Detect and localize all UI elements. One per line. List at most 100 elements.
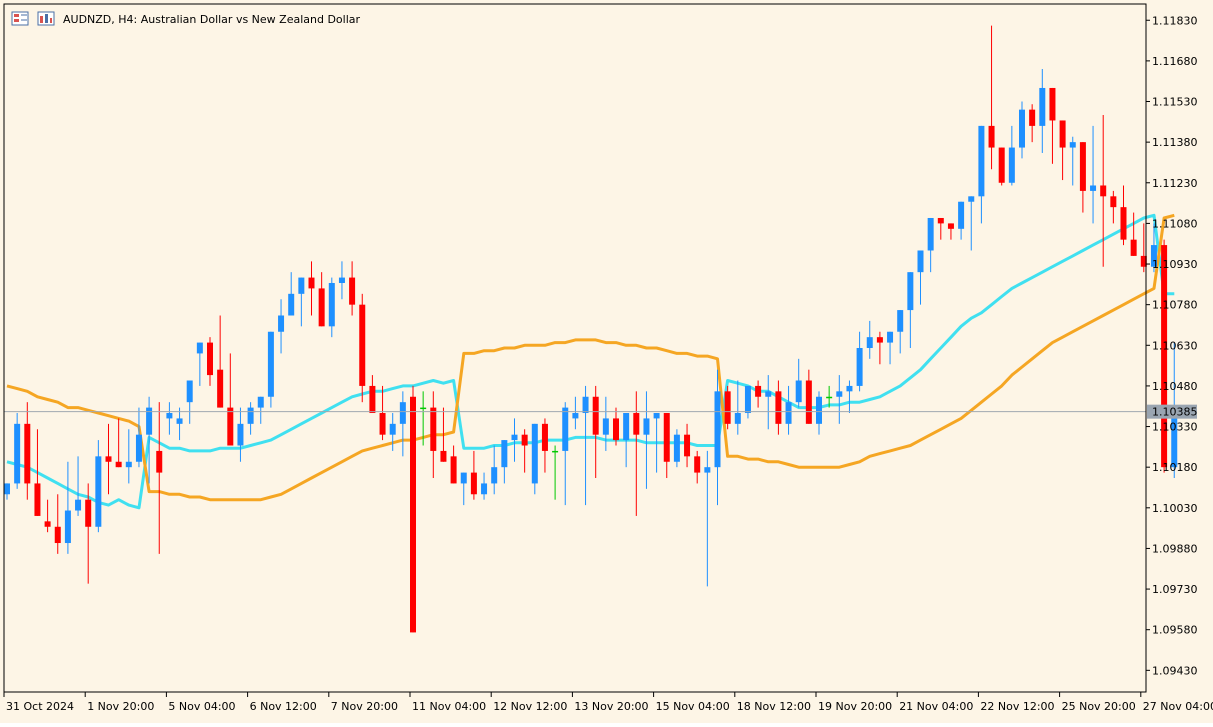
candle[interactable]	[744, 385, 751, 419]
candle[interactable]	[998, 147, 1005, 186]
candle[interactable]	[572, 396, 579, 430]
candle[interactable]	[1039, 69, 1046, 153]
candle[interactable]	[105, 423, 112, 495]
candle[interactable]	[613, 407, 619, 446]
candle[interactable]	[775, 380, 782, 435]
candle[interactable]	[186, 380, 193, 424]
candle[interactable]	[592, 385, 599, 479]
candle[interactable]	[14, 413, 21, 489]
candle[interactable]	[694, 450, 701, 484]
candle[interactable]	[115, 418, 122, 468]
candle[interactable]	[755, 380, 762, 408]
candle[interactable]	[125, 429, 132, 484]
candle[interactable]	[501, 440, 508, 484]
candle[interactable]	[1110, 190, 1117, 224]
candle[interactable]	[54, 494, 61, 554]
candle[interactable]	[247, 402, 254, 435]
candle[interactable]	[947, 223, 954, 240]
candle[interactable]	[897, 310, 904, 354]
candle[interactable]	[724, 385, 731, 430]
candle[interactable]	[1069, 136, 1076, 186]
candle[interactable]	[714, 369, 721, 506]
candle[interactable]	[917, 250, 924, 305]
candle[interactable]	[176, 407, 183, 441]
price-axis[interactable]: 1.11830 1.11680 1.11530 1.11380 1.11230 1.110…	[1146, 14, 1198, 677]
candle[interactable]	[288, 272, 295, 316]
candle[interactable]	[44, 499, 51, 533]
candle[interactable]	[978, 125, 985, 224]
candle[interactable]	[1059, 120, 1066, 181]
candle[interactable]	[846, 380, 853, 414]
candle[interactable]	[4, 483, 10, 500]
candle[interactable]	[704, 450, 711, 587]
candle[interactable]	[75, 456, 82, 516]
candle[interactable]	[298, 277, 305, 327]
chart-window-icon[interactable]	[11, 11, 29, 26]
candle[interactable]	[278, 299, 285, 354]
candle[interactable]	[1100, 115, 1107, 267]
candle[interactable]	[795, 358, 802, 408]
candle[interactable]	[257, 396, 264, 424]
candle[interactable]	[430, 391, 437, 479]
candle[interactable]	[816, 391, 822, 435]
candle[interactable]	[887, 331, 894, 365]
candle[interactable]	[734, 380, 741, 435]
time-axis[interactable]: 31 Oct 2024 1 Nov 20:00 5 Nov 04:00 6 Nov 1…	[3, 692, 1213, 713]
candle[interactable]	[1120, 185, 1127, 246]
candle[interactable]	[481, 472, 488, 500]
candle[interactable]	[420, 391, 427, 446]
candle[interactable]	[582, 385, 589, 506]
candle[interactable]	[85, 483, 92, 584]
candle[interactable]	[318, 272, 325, 327]
candle[interactable]	[1049, 87, 1056, 164]
candle[interactable]	[653, 413, 660, 473]
candle[interactable]	[836, 375, 843, 424]
candle[interactable]	[24, 402, 31, 500]
candle[interactable]	[531, 423, 538, 495]
candle[interactable]	[856, 331, 863, 392]
candle[interactable]	[511, 418, 518, 462]
candle[interactable]	[308, 261, 315, 316]
candle[interactable]	[196, 342, 203, 386]
candle[interactable]	[1140, 223, 1147, 273]
candle[interactable]	[450, 445, 457, 484]
candle[interactable]	[1161, 239, 1168, 473]
candle[interactable]	[135, 407, 142, 468]
candle[interactable]	[866, 320, 873, 359]
candle[interactable]	[207, 337, 213, 386]
candle[interactable]	[64, 461, 71, 554]
candle[interactable]	[95, 440, 102, 533]
candle[interactable]	[338, 261, 345, 300]
candle[interactable]	[379, 385, 386, 441]
candle[interactable]	[937, 217, 944, 240]
candle[interactable]	[927, 217, 934, 273]
candle[interactable]	[907, 272, 914, 348]
candle[interactable]	[643, 391, 650, 489]
candle[interactable]	[359, 293, 366, 403]
candle[interactable]	[988, 25, 995, 170]
candle[interactable]	[227, 353, 234, 446]
candle[interactable]	[410, 385, 416, 633]
candle[interactable]	[156, 402, 163, 554]
candle[interactable]	[826, 385, 833, 408]
candle[interactable]	[805, 369, 812, 424]
candle[interactable]	[958, 201, 965, 240]
candle[interactable]	[541, 418, 548, 473]
candle[interactable]	[267, 331, 274, 408]
candle[interactable]	[166, 402, 173, 435]
candle[interactable]	[369, 375, 376, 414]
candle[interactable]	[389, 413, 396, 451]
candle[interactable]	[968, 196, 975, 251]
candle[interactable]	[1019, 101, 1025, 159]
candle[interactable]	[765, 375, 772, 430]
candle[interactable]	[1130, 212, 1137, 256]
candle[interactable]	[328, 277, 335, 338]
candle[interactable]	[521, 429, 528, 473]
candle[interactable]	[1008, 125, 1015, 186]
candle[interactable]	[673, 429, 680, 468]
candle[interactable]	[623, 413, 630, 468]
candles[interactable]	[4, 25, 1178, 633]
candle[interactable]	[684, 423, 691, 468]
